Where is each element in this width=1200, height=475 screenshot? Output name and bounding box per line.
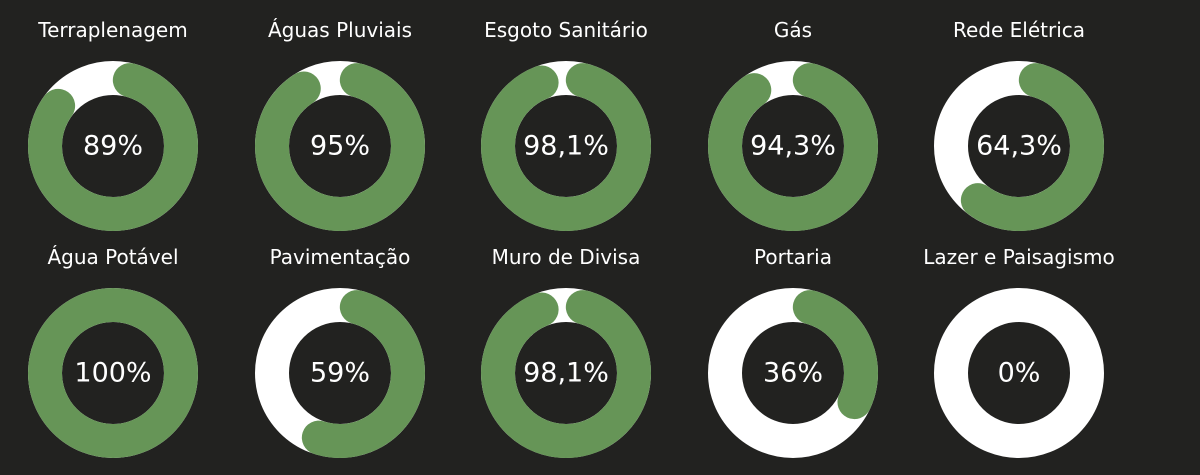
donut-chart: 100% (28, 288, 198, 458)
donut-progress-arc (934, 61, 1104, 231)
donut-progress-arc (255, 61, 425, 231)
donut-card: Águas Pluviais 95% (227, 0, 453, 231)
donut-card: Terraplenagem 89% (0, 0, 226, 231)
donut-value-label: 94,3% (750, 131, 836, 162)
donut-chart: 59% (255, 288, 425, 458)
donut-chart: 98,1% (481, 288, 651, 458)
donut-progress-arc (28, 288, 198, 458)
donut-card: Rede Elétrica 64,3% (906, 0, 1132, 231)
donut-card: Água Potável 100% (0, 227, 226, 458)
donut-title: Terraplenagem (38, 18, 188, 42)
donut-chart: 94,3% (708, 61, 878, 231)
donut-progress-arc (481, 61, 651, 231)
donut-title: Portaria (754, 245, 832, 269)
donut-card: Portaria 36% (680, 227, 906, 458)
donut-title: Águas Pluviais (267, 18, 412, 42)
donut-value-label: 64,3% (976, 131, 1062, 162)
donut-track (934, 288, 1104, 458)
donut-value-label: 0% (998, 358, 1041, 389)
donut-card: Lazer e Paisagismo 0% (906, 227, 1132, 458)
donut-value-label: 95% (310, 131, 370, 162)
donut-progress-arc (708, 288, 878, 458)
donut-title: Muro de Divisa (491, 245, 641, 269)
donut-progress-arc (708, 61, 878, 231)
donut-chart: 64,3% (934, 61, 1104, 231)
donut-value-label: 100% (74, 358, 151, 389)
donut-progress-arc (255, 288, 425, 458)
donut-chart: 89% (28, 61, 198, 231)
donut-card: Muro de Divisa 98,1% (453, 227, 679, 458)
donut-title: Água Potável (47, 245, 179, 269)
donut-title: Esgoto Sanitário (484, 18, 648, 42)
donut-chart: 95% (255, 61, 425, 231)
donut-chart: 98,1% (481, 61, 651, 231)
donut-value-label: 36% (763, 358, 823, 389)
donut-title: Gás (773, 18, 813, 42)
donut-title: Rede Elétrica (952, 18, 1086, 42)
donut-progress-arc (481, 288, 651, 458)
donut-value-label: 89% (83, 131, 143, 162)
donut-value-label: 98,1% (523, 358, 609, 389)
donut-value-label: 59% (310, 358, 370, 389)
donut-title: Lazer e Paisagismo (923, 245, 1115, 269)
donut-chart: 36% (708, 288, 878, 458)
donut-progress-arc (28, 61, 198, 231)
donut-card: Pavimentação 59% (227, 227, 453, 458)
donut-card: Gás 94,3% (680, 0, 906, 231)
donut-value-label: 98,1% (523, 131, 609, 162)
donut-chart: 0% (934, 288, 1104, 458)
donut-title: Pavimentação (269, 245, 411, 269)
donut-card: Esgoto Sanitário 98,1% (453, 0, 679, 231)
